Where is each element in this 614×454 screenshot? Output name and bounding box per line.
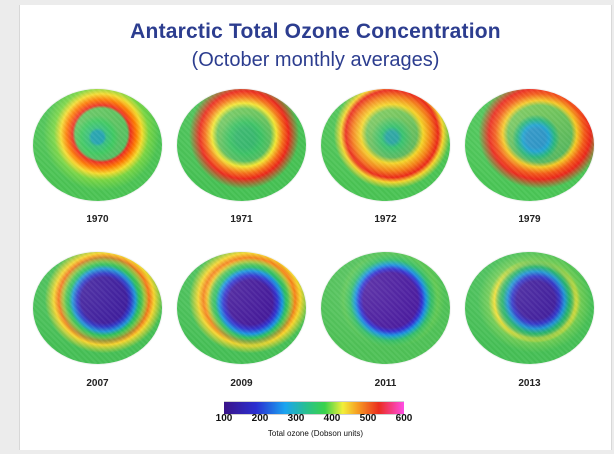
ozone-map-1972 [321, 89, 450, 201]
year-label-2011: 2011 [374, 378, 397, 389]
year-label-1971: 1971 [230, 214, 253, 225]
texture-overlay [33, 89, 162, 201]
colorbar-tick-300: 300 [287, 413, 305, 424]
colorbar-tick-200: 200 [251, 413, 269, 424]
texture-overlay [465, 89, 594, 201]
texture-overlay [33, 252, 162, 364]
figure-title: Antarctic Total Ozone Concentration [130, 20, 501, 43]
texture-overlay [465, 252, 594, 364]
colorbar-label: Total ozone (Dobson units) [267, 429, 364, 438]
colorbar-tick-600: 600 [395, 413, 413, 424]
year-label-1970: 1970 [86, 214, 109, 225]
ozone-map-1979 [465, 89, 594, 201]
ozone-map-1970 [33, 89, 162, 201]
texture-overlay [177, 252, 306, 364]
ozone-colorbar [224, 401, 404, 415]
year-label-2009: 2009 [230, 378, 253, 389]
colorbar-tick-400: 400 [323, 413, 341, 424]
year-label-2013: 2013 [518, 378, 541, 389]
year-label-1979: 1979 [518, 214, 541, 225]
ozone-map-2007 [33, 252, 162, 364]
colorbar-tick-500: 500 [359, 413, 377, 424]
ozone-map-2011 [321, 252, 450, 364]
ozone-map-2013 [465, 252, 594, 364]
year-label-2007: 2007 [86, 378, 109, 389]
figure-subtitle: (October monthly averages) [191, 49, 440, 71]
ozone-map-1971 [177, 89, 306, 201]
colorbar-tick-100: 100 [215, 413, 233, 424]
ozone-map-2009 [177, 252, 306, 364]
texture-overlay [177, 89, 306, 201]
texture-overlay [321, 252, 450, 364]
texture-overlay [321, 89, 450, 201]
year-label-1972: 1972 [374, 214, 397, 225]
ozone-figure-card: Antarctic Total Ozone Concentration (Oct… [19, 5, 612, 450]
